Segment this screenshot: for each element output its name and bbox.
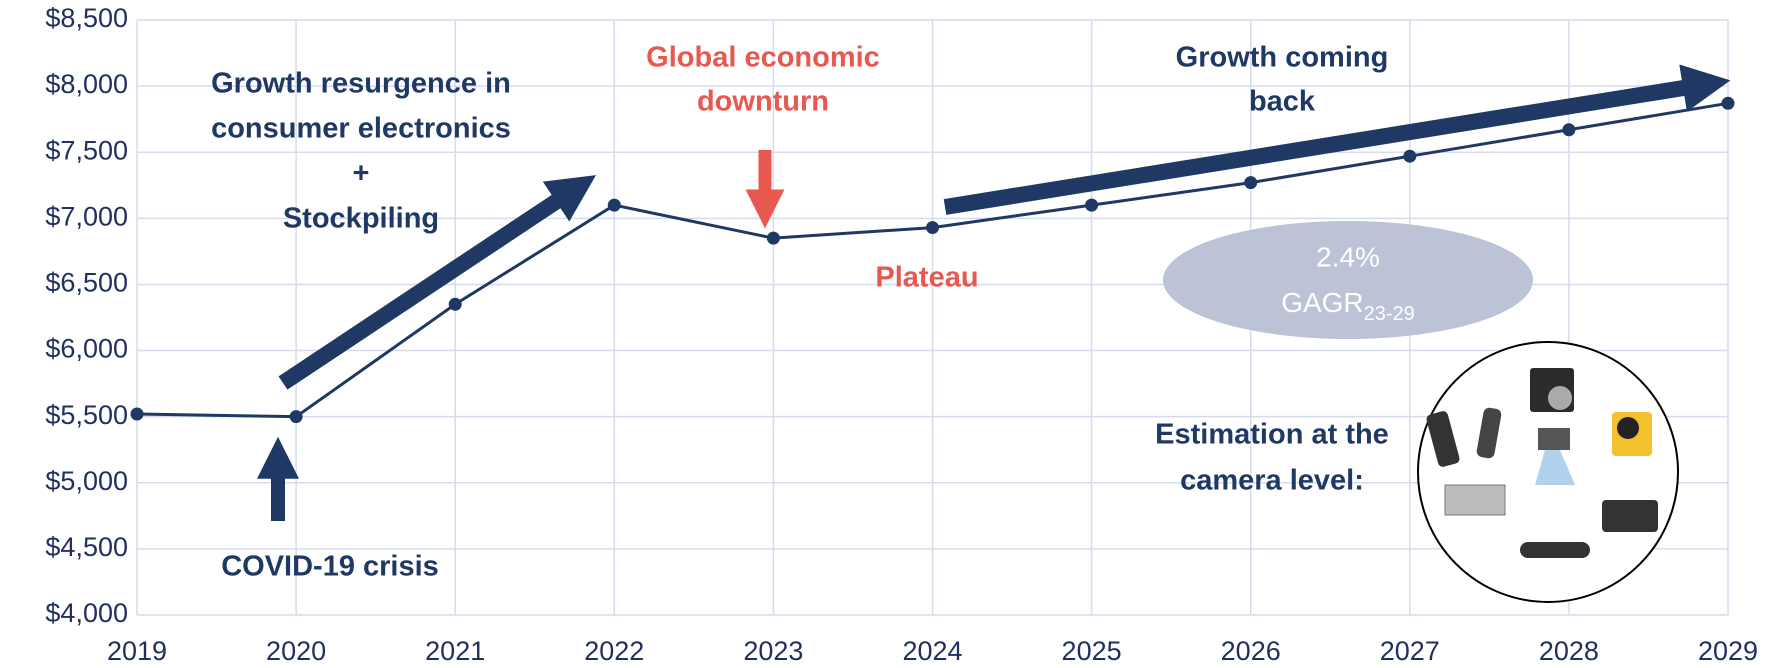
x-tick-label: 2023 bbox=[743, 636, 803, 666]
arrow bbox=[943, 64, 1731, 215]
annotation: Global economic bbox=[646, 42, 880, 74]
cagr-label-main: GAGR bbox=[1281, 287, 1363, 318]
data-point bbox=[1244, 176, 1258, 190]
y-tick-label: $5,000 bbox=[45, 466, 128, 496]
cagr-bubble bbox=[1163, 221, 1533, 339]
cagr-label: GAGR23-29 bbox=[1281, 287, 1415, 325]
data-point bbox=[130, 407, 144, 421]
x-tick-label: 2020 bbox=[266, 636, 326, 666]
camera-illustration bbox=[1417, 341, 1679, 603]
y-tick-label: $4,000 bbox=[45, 598, 128, 628]
y-tick-label: $7,500 bbox=[45, 135, 128, 165]
x-tick-label: 2027 bbox=[1380, 636, 1440, 666]
y-tick-label: $7,000 bbox=[45, 201, 128, 231]
x-tick-label: 2029 bbox=[1698, 636, 1758, 666]
annotation: + bbox=[353, 158, 370, 190]
y-tick-label: $5,500 bbox=[45, 400, 128, 430]
x-tick-label: 2026 bbox=[1221, 636, 1281, 666]
x-tick-label: 2028 bbox=[1539, 636, 1599, 666]
data-point bbox=[1403, 149, 1417, 163]
x-tick-label: 2019 bbox=[107, 636, 167, 666]
cagr-rate: 2.4% bbox=[1316, 241, 1380, 272]
x-tick-label: 2022 bbox=[584, 636, 644, 666]
annotation: Stockpiling bbox=[283, 203, 439, 235]
x-tick-label: 2025 bbox=[1062, 636, 1122, 666]
annotation: Growth coming bbox=[1176, 42, 1389, 74]
y-tick-label: $4,500 bbox=[45, 532, 128, 562]
data-point bbox=[766, 231, 780, 245]
data-point bbox=[1562, 123, 1576, 137]
x-tick-label: 2021 bbox=[425, 636, 485, 666]
y-tick-label: $8,000 bbox=[45, 69, 128, 99]
data-point bbox=[448, 297, 462, 311]
plot bbox=[130, 96, 1735, 424]
y-tick-label: $6,000 bbox=[45, 334, 128, 364]
data-point bbox=[926, 221, 939, 235]
x-tick-label: 2024 bbox=[902, 636, 962, 666]
annotation: Plateau bbox=[875, 262, 978, 294]
annotation: COVID-19 crisis bbox=[221, 551, 439, 583]
y-tick-label: $6,500 bbox=[45, 268, 128, 298]
annotation: Growth resurgence in bbox=[211, 68, 511, 100]
data-point bbox=[289, 410, 303, 424]
data-point bbox=[607, 198, 621, 212]
annotation: downturn bbox=[697, 86, 829, 118]
annotation: camera level: bbox=[1180, 465, 1364, 497]
data-point bbox=[1721, 96, 1735, 110]
y-tick-label: $8,500 bbox=[45, 3, 128, 33]
annotation: consumer electronics bbox=[211, 113, 511, 145]
cagr-subscript: 23-29 bbox=[1364, 303, 1415, 325]
arrow bbox=[278, 175, 596, 390]
data-point bbox=[1085, 198, 1099, 212]
annotation: back bbox=[1249, 86, 1316, 118]
annotation: Estimation at the bbox=[1155, 419, 1389, 451]
